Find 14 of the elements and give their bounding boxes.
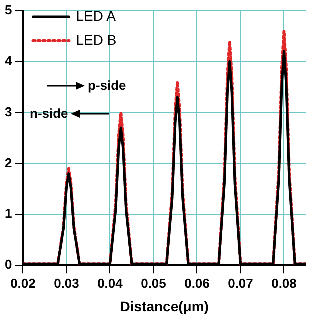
y-tick-label: 2	[4, 155, 12, 170]
x-axis-title: Distance(μm)	[120, 298, 209, 314]
y-tick-label: 3	[4, 104, 12, 120]
x-tick-label: 0.07	[228, 276, 254, 291]
y-tick-label: 5	[4, 2, 12, 18]
y-tick-label: 4	[4, 53, 13, 68]
y-tick-label: 0	[4, 257, 12, 272]
x-tick-label: 0.06	[184, 276, 210, 291]
x-tick-label: 0.04	[98, 276, 124, 291]
y-tick-label: 1	[4, 206, 12, 222]
x-tick-label: 0.02	[10, 276, 36, 291]
x-tick-label: 0.05	[141, 276, 166, 291]
x-tick-label: 0.08	[272, 276, 297, 291]
x-tick-label: 0.03	[54, 276, 80, 291]
